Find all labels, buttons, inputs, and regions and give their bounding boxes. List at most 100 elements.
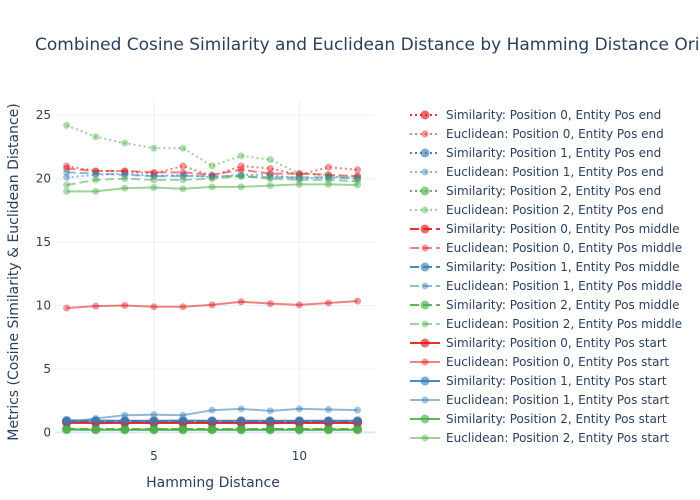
data-point[interactable] xyxy=(208,183,216,191)
legend-item[interactable]: Euclidean: Position 2, Entity Pos middle xyxy=(410,317,682,331)
data-point[interactable] xyxy=(179,176,187,184)
data-point[interactable] xyxy=(91,425,101,435)
legend-item[interactable]: Euclidean: Position 2, Entity Pos end xyxy=(410,203,664,217)
data-point[interactable] xyxy=(120,416,130,426)
data-point[interactable] xyxy=(62,425,72,435)
legend-item[interactable]: Similarity: Position 0, Entity Pos start xyxy=(410,336,667,350)
legend-item[interactable]: Euclidean: Position 2, Entity Pos start xyxy=(410,431,669,445)
legend-item[interactable]: Similarity: Position 2, Entity Pos middl… xyxy=(410,298,680,312)
data-point[interactable] xyxy=(207,425,217,435)
data-point[interactable] xyxy=(150,172,158,180)
data-point[interactable] xyxy=(323,416,333,426)
data-point[interactable] xyxy=(63,173,71,181)
data-point[interactable] xyxy=(295,405,303,413)
data-point[interactable] xyxy=(295,176,303,184)
data-point[interactable] xyxy=(150,184,158,192)
data-point[interactable] xyxy=(354,406,362,414)
data-point[interactable] xyxy=(150,176,158,184)
data-point[interactable] xyxy=(208,162,216,170)
legend-item[interactable]: Euclidean: Position 1, Entity Pos middle xyxy=(410,279,682,293)
data-point[interactable] xyxy=(295,170,303,178)
legend-item[interactable]: Euclidean: Position 0, Entity Pos start xyxy=(410,355,669,369)
data-point[interactable] xyxy=(178,416,188,426)
data-point[interactable] xyxy=(236,425,246,435)
legend-item[interactable]: Similarity: Position 0, Entity Pos middl… xyxy=(410,222,680,236)
data-point[interactable] xyxy=(179,303,187,311)
data-point[interactable] xyxy=(92,302,100,310)
legend-item[interactable]: Similarity: Position 1, Entity Pos end xyxy=(410,146,661,160)
data-point[interactable] xyxy=(324,163,332,171)
legend-item[interactable]: Similarity: Position 0, Entity Pos end xyxy=(410,108,661,122)
data-point[interactable] xyxy=(63,304,71,312)
data-point[interactable] xyxy=(295,180,303,188)
data-point[interactable] xyxy=(324,299,332,307)
data-point[interactable] xyxy=(324,180,332,188)
data-point[interactable] xyxy=(63,187,71,195)
data-point[interactable] xyxy=(266,300,274,308)
legend-item[interactable]: Euclidean: Position 1, Entity Pos end xyxy=(410,165,664,179)
data-point[interactable] xyxy=(353,416,363,426)
data-point[interactable] xyxy=(149,416,159,426)
legend-item[interactable]: Similarity: Position 2, Entity Pos end xyxy=(410,184,661,198)
data-point[interactable] xyxy=(121,302,129,310)
data-point[interactable] xyxy=(266,156,274,164)
data-point[interactable] xyxy=(179,162,187,170)
data-point[interactable] xyxy=(208,301,216,309)
data-point[interactable] xyxy=(121,175,129,183)
data-point[interactable] xyxy=(354,166,362,174)
data-point[interactable] xyxy=(295,301,303,309)
data-point[interactable] xyxy=(266,407,274,415)
data-point[interactable] xyxy=(237,152,245,160)
data-point[interactable] xyxy=(354,177,362,185)
data-point[interactable] xyxy=(237,162,245,170)
data-point[interactable] xyxy=(179,185,187,193)
data-point[interactable] xyxy=(150,168,158,176)
data-point[interactable] xyxy=(63,121,71,129)
data-point[interactable] xyxy=(266,182,274,190)
data-point[interactable] xyxy=(121,411,129,419)
data-point[interactable] xyxy=(149,425,159,435)
data-point[interactable] xyxy=(121,171,129,179)
data-point[interactable] xyxy=(63,168,71,176)
data-point[interactable] xyxy=(150,172,158,180)
data-point[interactable] xyxy=(237,166,245,174)
data-point[interactable] xyxy=(92,133,100,141)
data-point[interactable] xyxy=(266,175,274,183)
data-point[interactable] xyxy=(295,170,303,178)
data-point[interactable] xyxy=(354,181,362,189)
data-point[interactable] xyxy=(121,184,129,192)
data-point[interactable] xyxy=(178,425,188,435)
data-point[interactable] xyxy=(207,416,217,426)
data-point[interactable] xyxy=(63,181,71,189)
data-point[interactable] xyxy=(208,175,216,183)
data-point[interactable] xyxy=(121,139,129,147)
data-point[interactable] xyxy=(324,406,332,414)
data-point[interactable] xyxy=(179,168,187,176)
data-point[interactable] xyxy=(179,411,187,419)
data-point[interactable] xyxy=(63,418,71,426)
data-point[interactable] xyxy=(237,183,245,191)
data-point[interactable] xyxy=(120,425,130,435)
data-point[interactable] xyxy=(237,172,245,180)
data-point[interactable] xyxy=(63,165,71,173)
data-point[interactable] xyxy=(266,170,274,178)
data-point[interactable] xyxy=(150,411,158,419)
data-point[interactable] xyxy=(179,144,187,152)
data-point[interactable] xyxy=(237,405,245,413)
data-point[interactable] xyxy=(353,425,363,435)
data-point[interactable] xyxy=(236,416,246,426)
data-point[interactable] xyxy=(323,425,333,435)
data-point[interactable] xyxy=(265,416,275,426)
legend-item[interactable]: Euclidean: Position 0, Entity Pos middle xyxy=(410,241,682,255)
data-point[interactable] xyxy=(179,172,187,180)
data-point[interactable] xyxy=(121,167,129,175)
data-point[interactable] xyxy=(265,425,275,435)
data-point[interactable] xyxy=(237,298,245,306)
legend-item[interactable]: Similarity: Position 1, Entity Pos middl… xyxy=(410,260,680,274)
data-point[interactable] xyxy=(150,303,158,311)
data-point[interactable] xyxy=(92,170,100,178)
data-point[interactable] xyxy=(354,297,362,305)
legend-item[interactable]: Similarity: Position 1, Entity Pos start xyxy=(410,374,667,388)
data-point[interactable] xyxy=(294,425,304,435)
data-point[interactable] xyxy=(324,176,332,184)
